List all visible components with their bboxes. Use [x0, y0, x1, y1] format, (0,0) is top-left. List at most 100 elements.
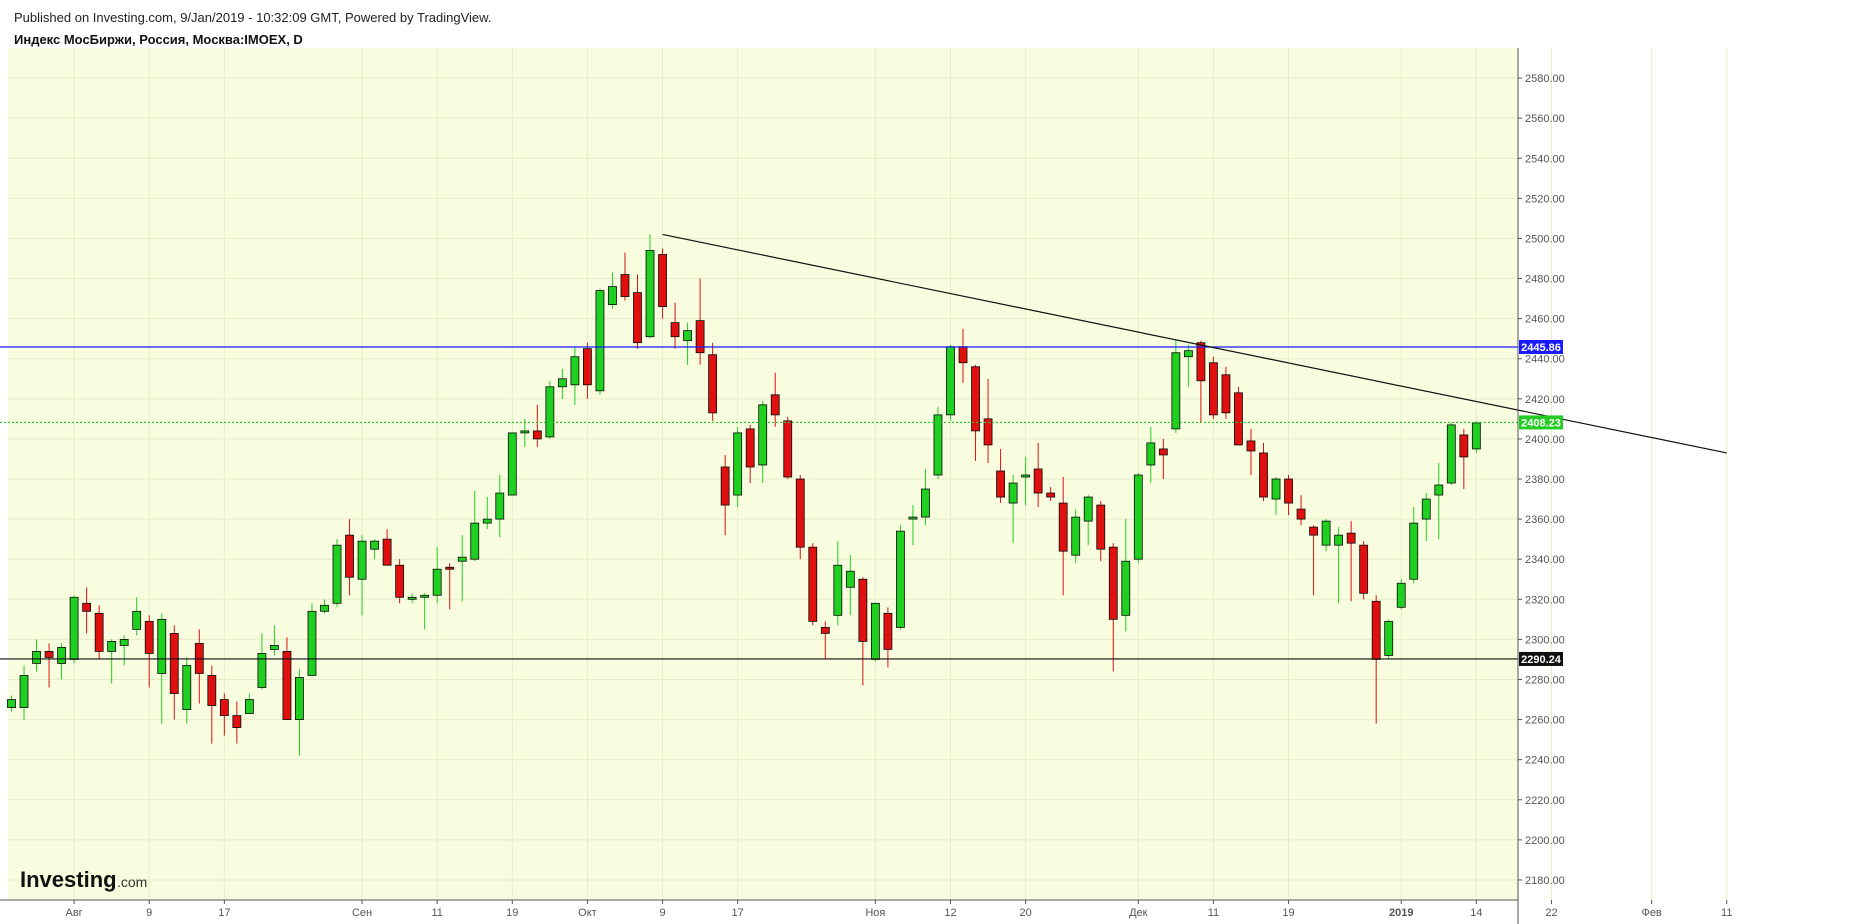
candle-body [795, 478, 805, 548]
price-tick-label: 2460.00 [1525, 314, 1565, 326]
candle-body [232, 715, 242, 728]
candle-body [733, 432, 743, 496]
candle-body [1121, 560, 1131, 616]
candle-body [69, 596, 79, 660]
price-tick-label: 2360.00 [1525, 514, 1565, 526]
time-axis: Авг 9 17 Сен 11 19 Окт 9 17 Ноя 12 20 Дек 11 19 2019 14 2… [65, 900, 1732, 919]
candle-body [207, 675, 217, 706]
candle [1158, 438, 1168, 480]
candle [733, 426, 743, 508]
candle [583, 342, 592, 399]
candle-body [633, 292, 642, 344]
candle-body [132, 610, 142, 630]
candle [1146, 426, 1156, 484]
candle-body [7, 699, 16, 708]
candle-body [1146, 442, 1156, 466]
candle-body [370, 540, 379, 550]
time-tick-label: Фев [1641, 907, 1661, 919]
candle-body [295, 677, 304, 720]
candle-body [345, 534, 354, 578]
candle [758, 400, 768, 484]
candle-body [507, 432, 517, 496]
price-tags: 2445.86 2408.23 2290.24 [1519, 339, 1563, 666]
candle [1021, 456, 1031, 506]
candle-body [257, 653, 267, 688]
candle [1171, 340, 1181, 433]
candle-body [1221, 374, 1231, 414]
candle [345, 519, 354, 596]
candle [1108, 543, 1118, 672]
price-tick-label: 2240.00 [1525, 755, 1565, 767]
price-tick-label: 2580.00 [1525, 73, 1565, 85]
time-tick-label: 9 [146, 907, 152, 919]
candle-body [1246, 440, 1256, 452]
candle-body [583, 348, 592, 386]
candle [971, 364, 980, 461]
candle-body [1409, 522, 1419, 580]
price-tick-label: 2260.00 [1525, 715, 1565, 727]
candle-body [445, 566, 455, 570]
candle-body [532, 430, 542, 440]
candle [1459, 428, 1469, 490]
candle [996, 448, 1005, 504]
candle-body [270, 645, 279, 650]
time-tick-label: 11 [1721, 907, 1732, 919]
time-tick-label: Авг [65, 907, 82, 919]
candle-body [1434, 484, 1444, 496]
candle [382, 529, 392, 566]
candle-body [432, 568, 442, 596]
candle-body [82, 602, 92, 612]
time-tick-label: Дек [1129, 907, 1148, 919]
price-tick-label: 2380.00 [1525, 474, 1565, 486]
candle-body [720, 466, 730, 506]
candle-body [182, 665, 192, 710]
candle [357, 535, 367, 616]
candle-body [395, 564, 405, 598]
candle-body [958, 346, 968, 364]
price-tick-label: 2420.00 [1525, 394, 1565, 406]
candle [507, 432, 517, 496]
candle [1121, 519, 1131, 632]
candle-body [620, 274, 630, 297]
candle-body [1396, 582, 1406, 608]
candle [169, 625, 179, 720]
candle [270, 625, 279, 656]
candle-body [683, 330, 692, 342]
candle-body [695, 320, 705, 354]
candle-body [1459, 434, 1469, 458]
candle [432, 547, 442, 604]
resistance-price-tag-label: 2445.86 [1521, 342, 1561, 354]
candle [1221, 366, 1231, 419]
current-price-tag-label: 2408.23 [1521, 417, 1561, 429]
candle [1196, 340, 1206, 423]
candle [332, 539, 342, 608]
candle [244, 693, 254, 714]
candle [107, 639, 117, 684]
candle-body [745, 428, 755, 468]
price-tick-label: 2340.00 [1525, 554, 1565, 566]
publication-info: Published on Investing.com, 9/Jan/2019 -… [14, 10, 492, 25]
candle [532, 404, 542, 447]
candle [57, 643, 66, 680]
candle-body [1071, 516, 1081, 556]
candle [921, 468, 930, 526]
candle-body [1096, 504, 1106, 550]
time-tick-label: 9 [659, 907, 665, 919]
candle [1409, 507, 1419, 584]
candle [1071, 509, 1081, 564]
candle-body [307, 610, 317, 676]
candle [182, 657, 192, 724]
candle [207, 665, 217, 744]
candle-body [94, 612, 104, 652]
candle [520, 418, 530, 447]
candle-body [1296, 508, 1306, 520]
candle-body [520, 430, 530, 434]
candle-body [320, 604, 329, 612]
candle-body [482, 518, 492, 524]
candle [119, 635, 129, 666]
candle [1234, 386, 1243, 446]
candle [820, 621, 830, 660]
time-tick-label: 19 [506, 907, 518, 919]
candle [545, 380, 555, 439]
